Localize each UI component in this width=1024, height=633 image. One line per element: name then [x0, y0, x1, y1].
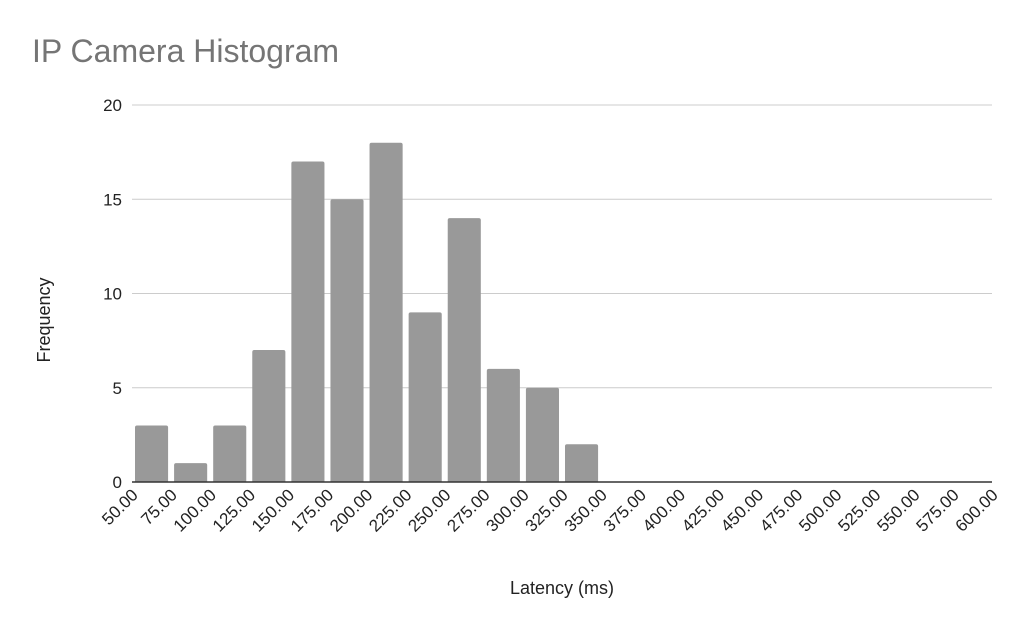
- x-tick-labels: 50.0075.00100.00125.00150.00175.00200.00…: [98, 485, 1002, 535]
- x-tick-label: 525.00: [834, 485, 884, 535]
- y-tick-label: 15: [103, 190, 122, 209]
- x-tick-label: 100.00: [170, 485, 220, 535]
- histogram-bar: [213, 425, 247, 482]
- x-tick-label: 425.00: [678, 485, 728, 535]
- y-tick-label: 20: [103, 96, 122, 115]
- y-tick-label: 0: [113, 473, 122, 492]
- x-axis-label: Latency (ms): [510, 578, 614, 598]
- histogram-bar: [447, 218, 481, 482]
- x-tick-label: 600.00: [952, 485, 1002, 535]
- x-tick-label: 150.00: [248, 485, 298, 535]
- x-tick-label: 175.00: [287, 485, 337, 535]
- histogram-bar: [252, 350, 286, 482]
- x-tick-label: 350.00: [561, 485, 611, 535]
- histogram-bar: [291, 161, 325, 483]
- gridlines: [132, 104, 992, 389]
- x-tick-label: 375.00: [600, 485, 650, 535]
- histogram-bar: [565, 444, 599, 482]
- x-tick-label: 450.00: [717, 485, 767, 535]
- histogram-bar: [174, 463, 208, 482]
- histogram-bar: [525, 387, 559, 482]
- x-tick-label: 300.00: [483, 485, 533, 535]
- histogram-bar: [408, 312, 442, 482]
- histogram-bar: [486, 368, 520, 482]
- x-tick-label: 500.00: [795, 485, 845, 535]
- histogram-bar: [369, 142, 403, 482]
- bars: [135, 142, 599, 483]
- y-tick-label: 10: [103, 285, 122, 304]
- x-tick-label: 575.00: [913, 485, 963, 535]
- histogram-bar: [330, 199, 364, 482]
- chart-title: IP Camera Histogram: [32, 33, 340, 69]
- x-tick-label: 200.00: [326, 485, 376, 535]
- x-tick-label: 125.00: [209, 485, 259, 535]
- histogram-bar: [135, 425, 169, 482]
- y-axis-label: Frequency: [34, 277, 54, 362]
- x-tick-label: 550.00: [873, 485, 923, 535]
- x-tick-label: 325.00: [522, 485, 572, 535]
- x-tick-label: 250.00: [404, 485, 454, 535]
- x-tick-label: 275.00: [443, 485, 493, 535]
- y-tick-labels: 0 5 10 15 20: [103, 96, 122, 492]
- x-tick-label: 475.00: [756, 485, 806, 535]
- x-tick-label: 225.00: [365, 485, 415, 535]
- x-tick-label: 400.00: [639, 485, 689, 535]
- y-tick-label: 5: [113, 379, 122, 398]
